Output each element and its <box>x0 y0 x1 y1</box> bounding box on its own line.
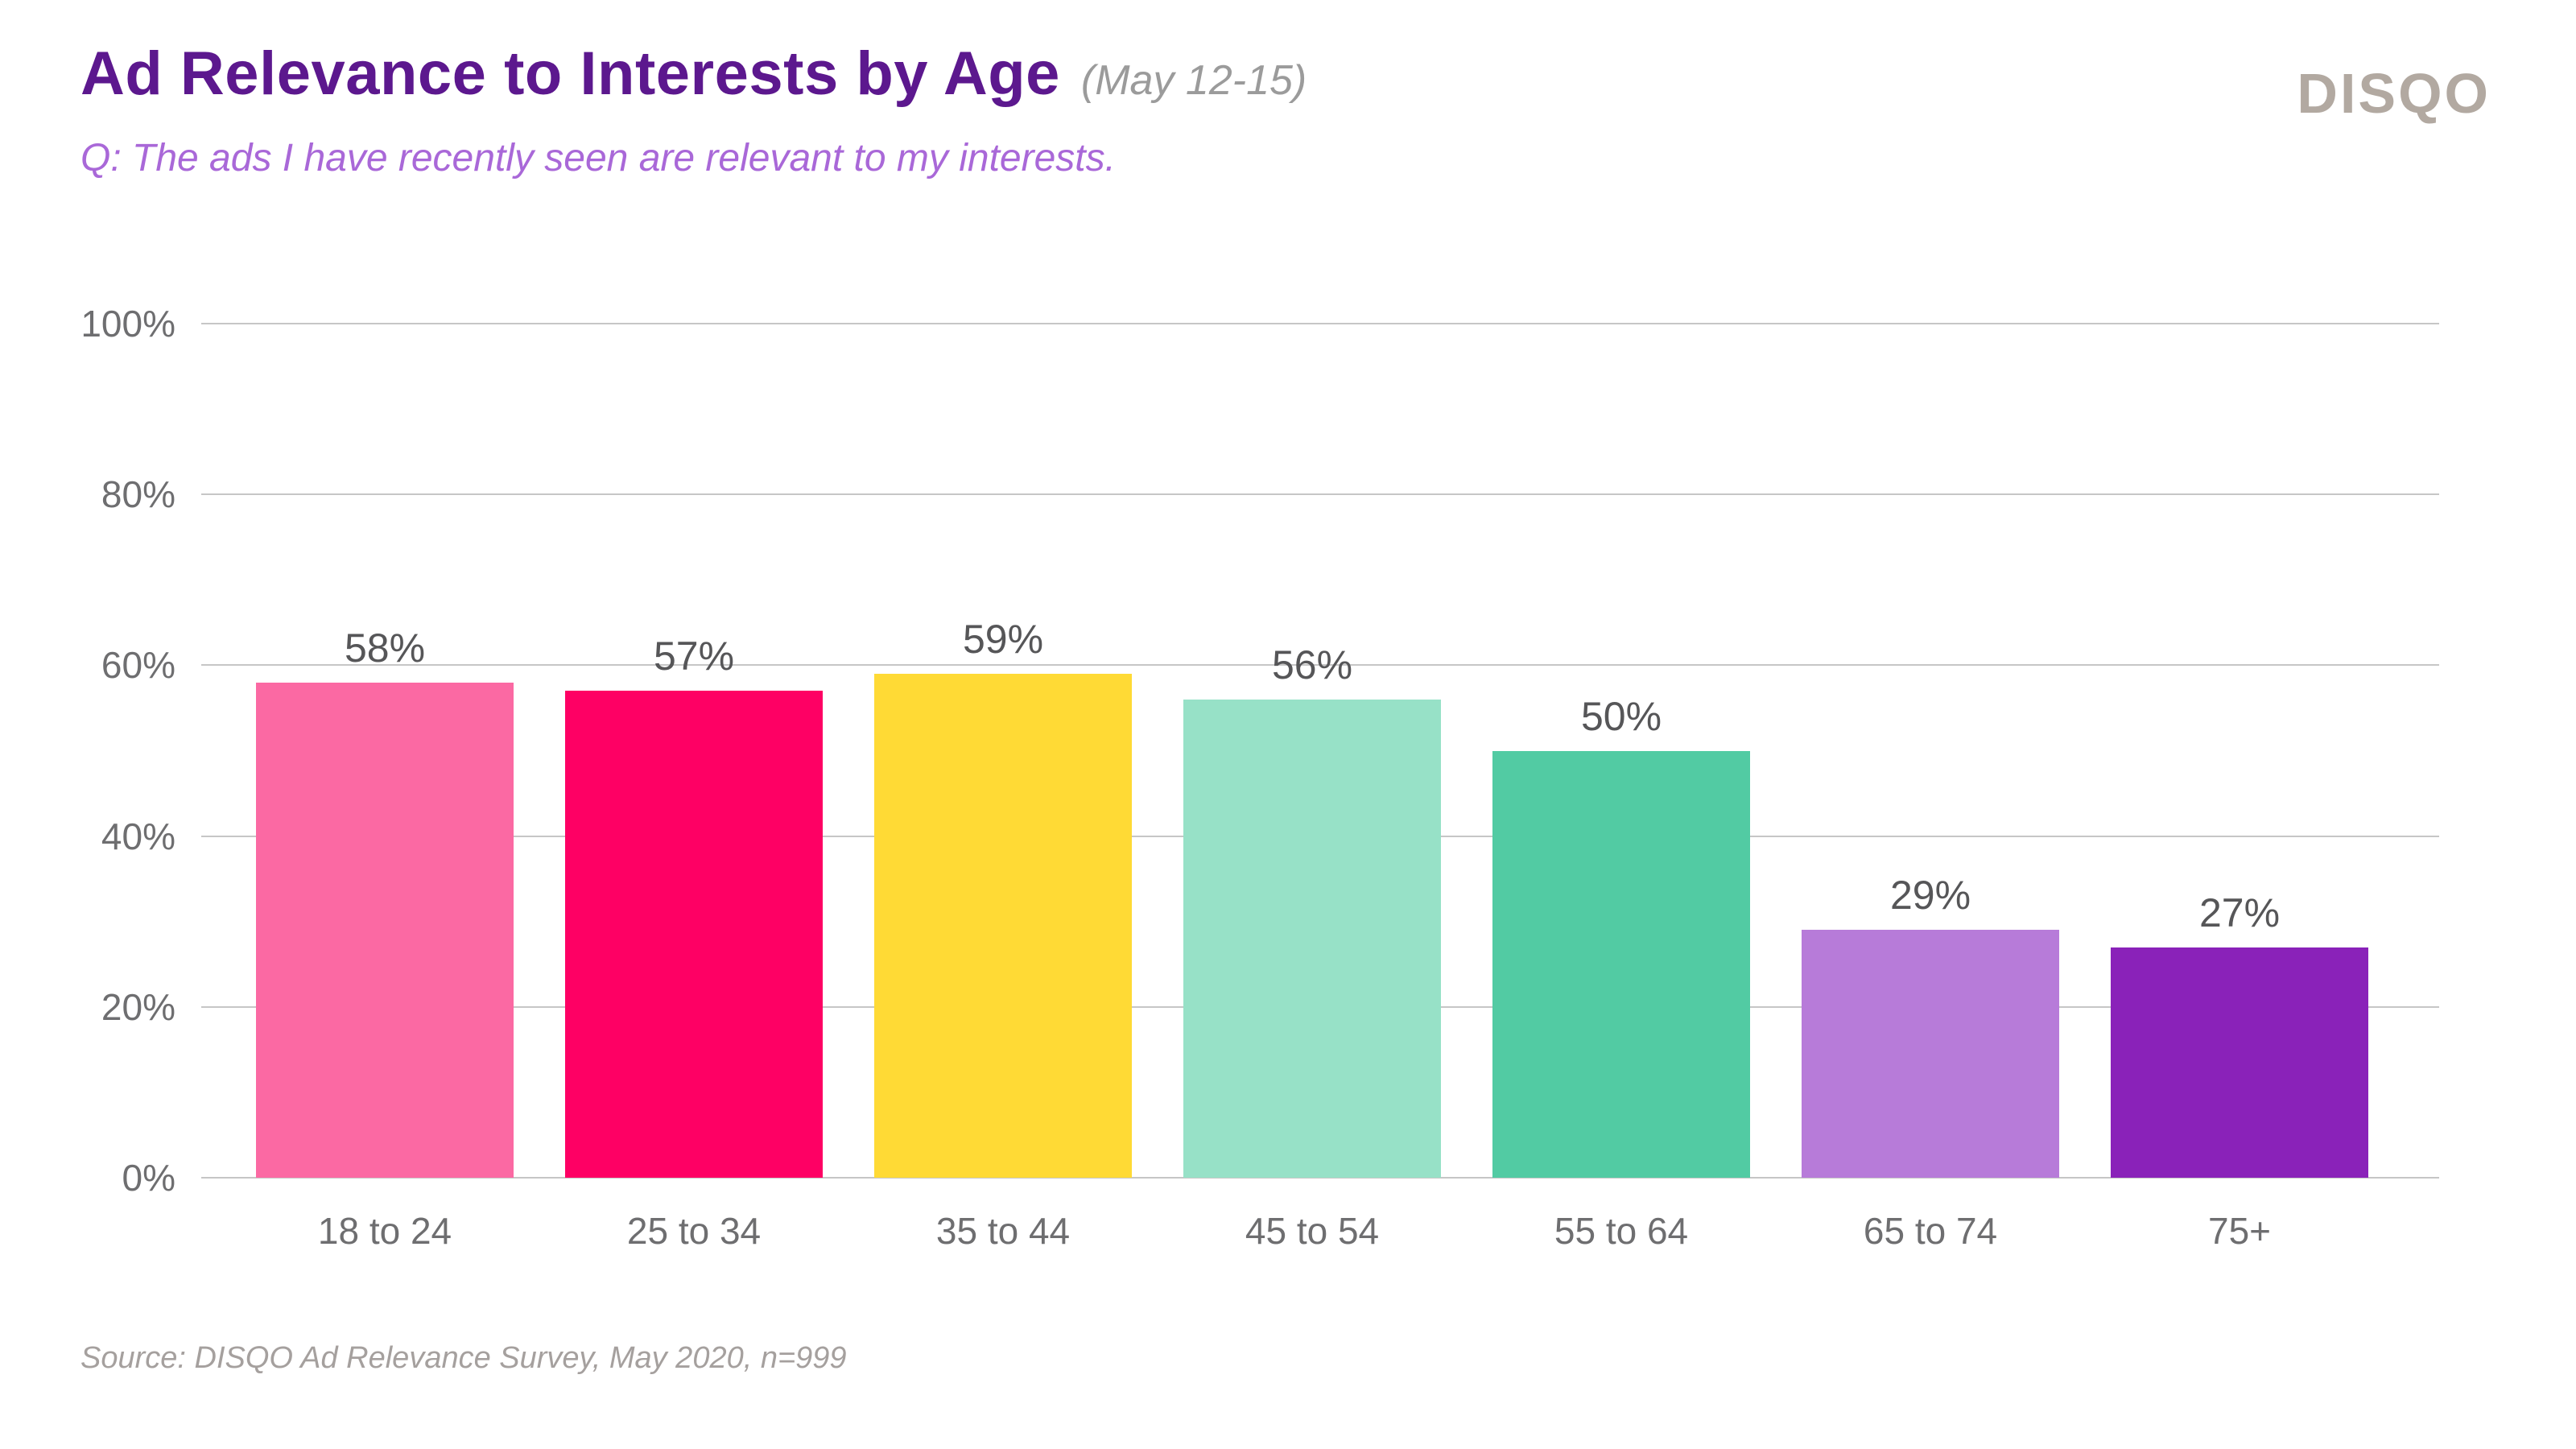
x-axis-label: 45 to 54 <box>1245 1210 1380 1252</box>
bar-75+ <box>2111 947 2368 1178</box>
source-note: Source: DISQO Ad Relevance Survey, May 2… <box>80 1341 847 1375</box>
x-axis-label: 35 to 44 <box>935 1210 1071 1252</box>
y-axis-label: 0% <box>122 1157 175 1199</box>
gridline <box>201 1177 2439 1179</box>
survey-question-subtitle: Q: The ads I have recently seen are rele… <box>80 137 1116 180</box>
bar-value-label: 27% <box>2198 890 2281 935</box>
bar-35-to-44 <box>874 674 1132 1178</box>
bar-value-label: 29% <box>1889 873 1971 919</box>
x-axis-label: 55 to 64 <box>1554 1210 1689 1252</box>
y-axis-label: 20% <box>101 985 175 1028</box>
bar-value-label: 58% <box>344 625 426 671</box>
x-axis-label: 18 to 24 <box>317 1210 452 1252</box>
gridline <box>201 323 2439 324</box>
x-axis-label: 75+ <box>2207 1210 2272 1252</box>
bar-value-label: 59% <box>962 617 1044 663</box>
disqo-logo: DISQO <box>2297 62 2491 125</box>
bar-55-to-64 <box>1492 750 1750 1178</box>
title-date-range: (May 12-15) <box>1080 57 1307 104</box>
gridline <box>201 493 2439 496</box>
bar-25-to-34 <box>565 691 823 1178</box>
bar-18-to-24 <box>256 682 514 1178</box>
x-axis-label: 65 to 74 <box>1863 1210 1998 1252</box>
bar-45-to-54 <box>1183 699 1441 1178</box>
bar-value-label: 57% <box>653 634 735 679</box>
y-axis-label: 40% <box>101 815 175 857</box>
chart-header: Ad Relevance to Interests by Age (May 12… <box>80 39 1307 180</box>
bar-value-label: 50% <box>1580 693 1662 739</box>
gridline <box>201 664 2439 667</box>
page-title: Ad Relevance to Interests by Age <box>80 39 1060 108</box>
bar-value-label: 56% <box>1271 642 1353 687</box>
y-axis-label: 60% <box>101 644 175 687</box>
bar-65-to-74 <box>1802 930 2059 1178</box>
plot-area: 58% 57% 59% 56% 50% 29% 27% <box>201 323 2439 1179</box>
y-axis-label: 100% <box>80 303 175 345</box>
title-row: Ad Relevance to Interests by Age (May 12… <box>80 39 1307 109</box>
x-axis-label: 25 to 34 <box>626 1210 762 1252</box>
y-axis-label: 80% <box>101 473 175 516</box>
